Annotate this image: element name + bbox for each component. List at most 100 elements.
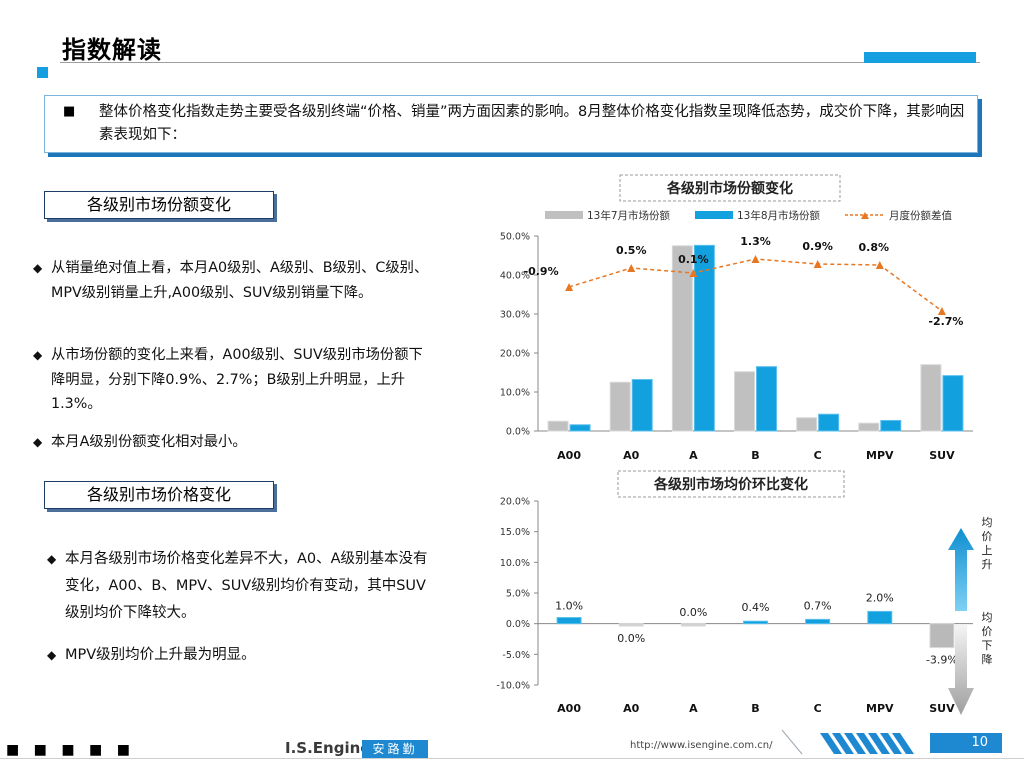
chart1-diff-label: 1.3% [740, 235, 771, 248]
chart2-x-tick-label: A [689, 702, 698, 715]
chart2-bar [867, 610, 893, 625]
price-down-label-char: 价 [982, 625, 993, 638]
price-down-label-char: 下 [982, 639, 993, 652]
diamond-bullet-icon: ◆ [33, 348, 43, 362]
chart1-x-tick-label: A [689, 449, 698, 462]
section-label-price: 各级别市场价格变化 [44, 481, 274, 509]
price-up-label-char: 上 [982, 544, 993, 557]
chart1-bar-aug [880, 419, 902, 432]
chart1-y-tick-label: 10.0% [500, 388, 530, 399]
share-bullet-text: 本月A级别份额变化相对最小。 [51, 434, 247, 450]
chart1-diff-label: 0.9% [802, 240, 833, 253]
price-up-label-char: 升 [982, 558, 993, 571]
price-bullet-text: MPV级别均价上升最为明显。 [65, 647, 256, 663]
chart2-bar [618, 623, 644, 627]
chart1-diff-line [568, 258, 943, 312]
chart1-diff-label: -2.7% [928, 315, 963, 328]
share-bullet-3: ◆ 本月A级别份额变化相对最小。 [33, 430, 431, 455]
chart2-bar [680, 623, 706, 627]
chart1-y-tick-label: 20.0% [500, 349, 530, 360]
chart1-diff-marker [627, 264, 636, 272]
chart1-legend-aug: 13年8月市场份额 [737, 209, 821, 222]
chart2-x-tick-label: A00 [557, 702, 581, 715]
chart1-diff-marker [689, 269, 698, 277]
footer-dots: ■ ■ ■ ■ ■ [6, 742, 135, 758]
summary-text: 整体价格变化指数走势主要受各级别终端“价格、销量”两方面因素的影响。8月整体价格… [99, 104, 965, 143]
chart1-x-tick-label: MPV [866, 449, 894, 462]
chart2-bar [556, 617, 582, 625]
chart1-y-tick-label: 0.0% [506, 427, 530, 438]
share-bullet-text: 从市场份额的变化上来看，A00级别、SUV级别市场份额下降明显，分别下降0.9%… [51, 347, 423, 412]
chart2-bar [743, 620, 768, 625]
price-up-label-char: 均 [982, 516, 993, 529]
chart1-title: 各级别市场份额变化 [666, 180, 793, 197]
price-up-label-char: 价 [982, 530, 993, 543]
chart1-y-tick-label: 30.0% [500, 310, 530, 321]
diamond-bullet-icon: ◆ [33, 435, 43, 449]
chart2-x-tick-label: B [751, 702, 759, 715]
chart1-bar-aug [818, 413, 840, 432]
price-bullet-1: ◆ 本月各级别市场价格变化差异不大，A0、A级别基本没有变化，A00、B、MPV… [47, 546, 437, 627]
chart1-bar-aug [942, 375, 964, 432]
share-bullet-2: ◆ 从市场份额的变化上来看，A00级别、SUV级别市场份额下降明显，分别下降0.… [33, 343, 431, 417]
chart1-diff-label: 0.8% [859, 241, 890, 254]
chart1-legend-jul: 13年7月市场份额 [587, 209, 671, 222]
title-divider [60, 62, 980, 63]
chart2-data-label: 0.4% [742, 601, 770, 614]
chart1-bar-jul [858, 422, 880, 432]
chart1-bar-aug [631, 379, 653, 432]
chart1-bar-jul [920, 364, 942, 432]
chart1-diff-marker [751, 255, 760, 263]
summary-box: ■ 整体价格变化指数走势主要受各级别终端“价格、销量”两方面因素的影响。8月整体… [44, 95, 978, 153]
chart2-y-tick-label: 10.0% [500, 558, 530, 569]
chart1-x-tick-label: A0 [623, 449, 640, 462]
chart1-y-tick-label: 40.0% [500, 271, 530, 282]
chart1-bar-jul [734, 371, 755, 432]
footer-stripes [781, 729, 914, 755]
chart2-data-label: 0.0% [679, 606, 707, 619]
diamond-bullet-icon: ◆ [33, 261, 43, 275]
chart1-legend-swatch-jul [545, 211, 583, 219]
price-down-arrow-icon [948, 625, 974, 715]
chart2-title-box [617, 470, 845, 498]
chart1-x-tick-label: C [814, 449, 822, 462]
summary-bullet-icon: ■ [63, 104, 76, 119]
chart2-y-tick-label: -10.0% [496, 681, 530, 692]
chart1-bar-jul [671, 245, 693, 432]
chart1-bar-jul [796, 417, 818, 432]
price-bullet-text: 本月各级别市场价格变化差异不大，A0、A级别基本没有变化，A00、B、MPV、S… [65, 551, 428, 621]
chart1-bar-jul [609, 381, 631, 432]
chart1-diff-label: 0.5% [616, 244, 647, 257]
chart2-y-tick-label: 20.0% [500, 497, 530, 508]
chart2-bar [929, 623, 955, 649]
chart1-legend-marker [861, 212, 869, 219]
chart2-title: 各级别市场均价环比变化 [653, 476, 808, 493]
chart1-bar-jul [547, 420, 569, 432]
diamond-bullet-icon: ◆ [47, 552, 57, 566]
price-bullet-2: ◆ MPV级别均价上升最为明显。 [47, 643, 437, 668]
share-bullet-text: 从销量绝对值上看，本月A0级别、A级别、B级别、C级别、MPV级别销量上升,A0… [51, 260, 429, 301]
price-down-label-char: 均 [982, 611, 993, 624]
chart2-x-tick-label: MPV [866, 702, 894, 715]
chart1-diff-label: 0.1% [678, 253, 709, 266]
chart1-diff-marker [875, 261, 884, 269]
chart1-diff-marker [937, 307, 946, 315]
chart1-bar-aug [693, 244, 715, 432]
chart2-y-tick-label: 0.0% [506, 619, 530, 630]
accent-block-right [864, 52, 976, 63]
chart2-data-label: 1.0% [555, 600, 583, 613]
chart2-x-tick-label: A0 [623, 702, 640, 715]
chart1-bar-aug [756, 366, 777, 432]
chart2-y-tick-label: 15.0% [500, 527, 530, 538]
chart2-x-tick-label: SUV [929, 702, 955, 715]
chart2-y-tick-label: 5.0% [506, 589, 530, 600]
section-label-share: 各级别市场份额变化 [44, 191, 274, 219]
chart2-bar [805, 618, 831, 625]
brand-badge: 安路勤 [362, 740, 428, 758]
footer-url[interactable]: http://www.isengine.com.cn/ [630, 740, 773, 751]
price-down-label-char: 降 [982, 652, 993, 666]
accent-block-left [37, 67, 48, 78]
chart2-x-tick-label: C [814, 702, 822, 715]
chart1-diff-marker [565, 283, 574, 291]
chart1-bar-aug [569, 424, 591, 432]
